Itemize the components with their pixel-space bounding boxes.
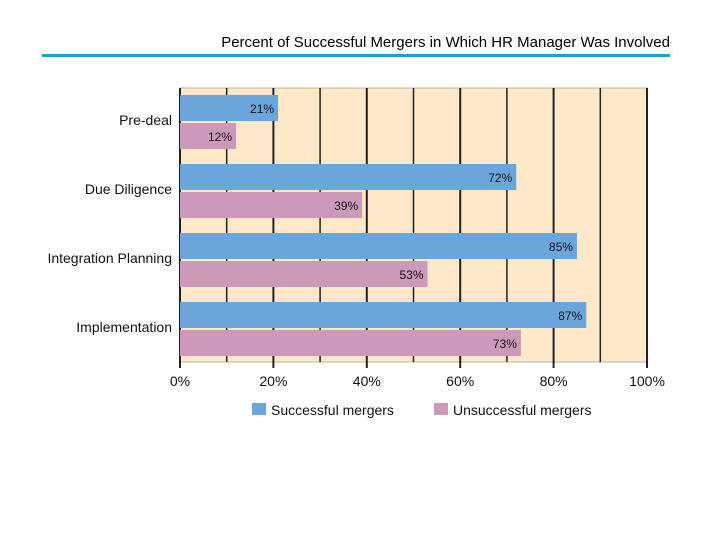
legend-label: Successful mergers	[271, 402, 394, 418]
bar-value-label: 85%	[549, 240, 573, 254]
bar-value-label: 72%	[488, 171, 512, 185]
bar-value-label: 87%	[558, 309, 582, 323]
x-tick-label: 60%	[446, 373, 474, 389]
slide-title: Percent of Successful Mergers in Which H…	[221, 34, 670, 51]
x-tick-label: 0%	[170, 373, 190, 389]
category-label: Integration Planning	[47, 250, 172, 266]
bar	[180, 330, 521, 356]
x-tick-label: 100%	[629, 373, 665, 389]
bar-value-label: 21%	[250, 102, 274, 116]
title-rule	[42, 54, 670, 57]
bar-value-label: 53%	[399, 268, 423, 282]
bar	[180, 233, 577, 259]
x-tick-label: 20%	[259, 373, 287, 389]
bar	[180, 192, 363, 218]
category-label: Implementation	[76, 319, 172, 335]
bar	[180, 123, 237, 149]
x-tick-label: 40%	[353, 373, 381, 389]
legend-label: Unsuccessful mergers	[453, 402, 592, 418]
bar	[180, 302, 587, 328]
bar	[180, 261, 428, 287]
bar-value-label: 73%	[493, 337, 517, 351]
category-label: Due Diligence	[85, 181, 172, 197]
bar-value-label: 39%	[334, 199, 358, 213]
category-label: Pre-deal	[119, 112, 172, 128]
legend-swatch	[434, 403, 448, 415]
bar	[180, 95, 279, 121]
bar	[180, 164, 517, 190]
bar-value-label: 12%	[208, 130, 232, 144]
x-tick-label: 80%	[540, 373, 568, 389]
legend-swatch	[252, 403, 266, 415]
